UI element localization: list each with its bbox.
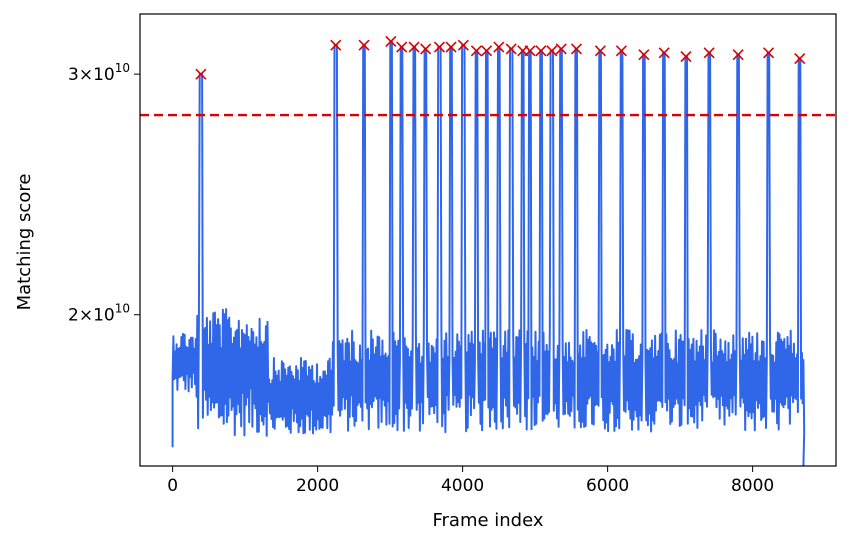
- peak-marker: [680, 51, 692, 63]
- x-tick-label: 2000: [296, 476, 339, 496]
- peak-marker-stroke: [594, 45, 606, 57]
- peak-marker-stroke: [732, 49, 744, 61]
- peak-marker-stroke: [195, 68, 207, 80]
- y-axis-label: Matching score: [14, 174, 35, 311]
- y-tick-label: 2×1010: [68, 302, 130, 326]
- peak-marker-stroke: [433, 41, 445, 53]
- peak-marker-stroke: [763, 47, 775, 59]
- peak-marker: [638, 49, 650, 61]
- peak-marker: [732, 49, 744, 61]
- peak-marker: [763, 47, 775, 59]
- peak-marker-stroke: [385, 35, 397, 48]
- peak-marker-stroke: [615, 45, 627, 57]
- peak-marker: [615, 45, 627, 57]
- peak-marker: [385, 35, 397, 48]
- peak-marker-stroke: [445, 41, 457, 53]
- peak-marker-stroke: [396, 41, 408, 53]
- x-axis-ticks: 0 2000 4000 6000 8000: [167, 466, 774, 496]
- peak-marker: [358, 39, 370, 51]
- peak-marker: [408, 41, 420, 53]
- peak-marker: [420, 43, 432, 55]
- peak-marker: [195, 68, 207, 80]
- peak-marker: [546, 45, 558, 57]
- peak-marker: [433, 41, 445, 53]
- peak-marker: [480, 45, 493, 57]
- peak-marker: [570, 43, 583, 55]
- peak-marker-stroke: [505, 43, 517, 55]
- x-tick-label: 6000: [586, 476, 629, 496]
- peak-marker-stroke: [555, 43, 567, 55]
- peak-marker: [396, 41, 408, 53]
- peak-marker: [535, 45, 547, 57]
- peak-marker: [703, 47, 715, 59]
- x-axis-label: Frame index: [432, 510, 543, 531]
- peak-marker-stroke: [638, 49, 650, 61]
- series-layer: [171, 40, 806, 466]
- peak-marker: [594, 45, 606, 57]
- x-tick-label: 4000: [441, 476, 484, 496]
- peak-marker: [445, 41, 457, 53]
- peak-marker-stroke: [330, 39, 342, 51]
- peak-marker: [658, 47, 670, 59]
- peak-marker: [794, 52, 806, 65]
- peak-marker-stroke: [658, 47, 670, 59]
- series-line: [171, 40, 806, 466]
- peak-marker: [524, 45, 536, 57]
- peaks-layer: [195, 35, 806, 80]
- peak-marker-stroke: [358, 39, 370, 51]
- peak-marker-stroke: [457, 39, 469, 51]
- y-tick-label: 3×1010: [68, 61, 130, 85]
- peak-marker-stroke: [546, 45, 558, 57]
- x-tick-label: 8000: [731, 476, 774, 496]
- peak-marker: [555, 43, 567, 55]
- peak-marker-stroke: [794, 52, 806, 65]
- peak-marker-stroke: [524, 45, 536, 57]
- peak-marker-stroke: [535, 45, 547, 57]
- peak-marker-stroke: [703, 47, 715, 59]
- y-axis-ticks: 2×1010 3×1010: [68, 61, 140, 326]
- peak-marker: [330, 39, 342, 51]
- peak-marker: [470, 45, 482, 57]
- plot-frame: [139, 13, 837, 467]
- peak-marker-stroke: [470, 45, 482, 57]
- peak-marker-stroke: [480, 45, 493, 57]
- peak-marker-stroke: [420, 43, 432, 55]
- peak-marker: [457, 39, 469, 51]
- peak-marker-stroke: [493, 41, 505, 53]
- peak-marker-stroke: [680, 51, 692, 63]
- peak-marker-stroke: [408, 41, 420, 53]
- peak-marker: [493, 41, 505, 53]
- peak-marker-stroke: [570, 43, 583, 55]
- peak-marker: [505, 43, 517, 55]
- x-tick-label: 0: [167, 476, 178, 496]
